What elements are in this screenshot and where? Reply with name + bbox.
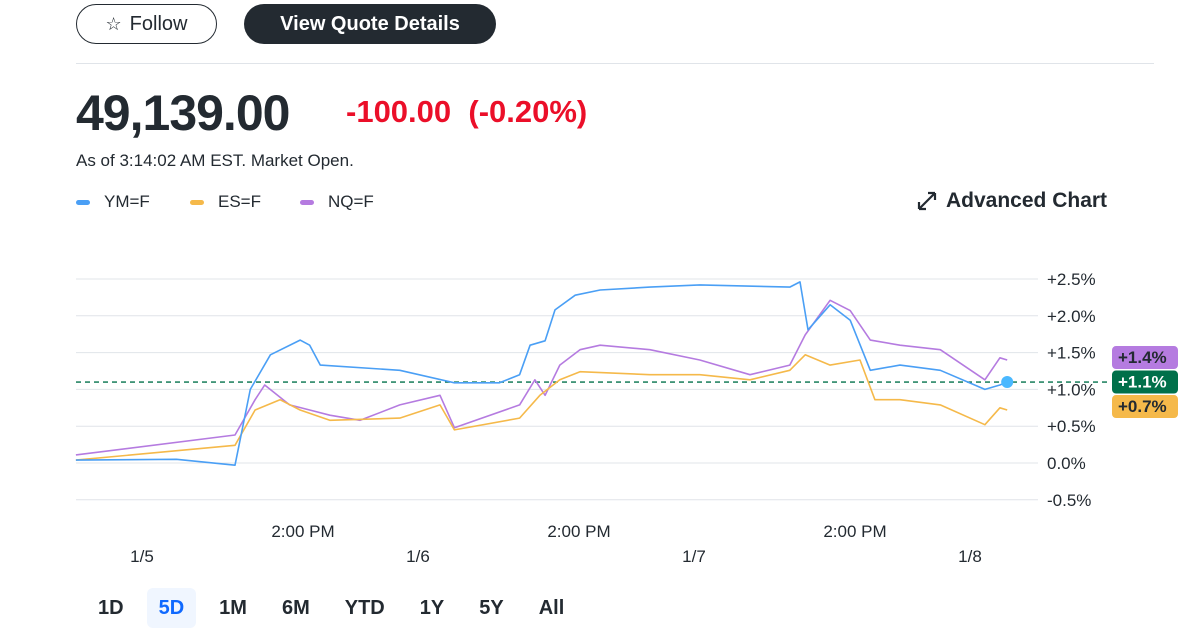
- date-tick-label: 1/7: [682, 547, 706, 566]
- y-tick-label: +1.0%: [1047, 380, 1096, 399]
- tab-5y[interactable]: 5Y: [479, 596, 504, 619]
- change-percent: (-0.20%): [468, 94, 588, 129]
- series-line-esf: [75, 354, 1008, 461]
- series-line-nqf: [75, 299, 1008, 456]
- tab-1y[interactable]: 1Y: [419, 596, 445, 619]
- legend-ym[interactable]: YM=F: [76, 192, 150, 212]
- y-tick-label: +0.5%: [1047, 417, 1096, 436]
- market-status: As of 3:14:02 AM EST. Market Open.: [76, 151, 354, 170]
- legend-swatch: [76, 199, 90, 205]
- series-line-ymf: [75, 281, 1008, 466]
- timeframe-tabs: 1D 5D 1M 6M YTD 1Y 5Y All: [86, 588, 587, 628]
- tab-ytd[interactable]: YTD: [344, 596, 385, 619]
- badge-es-label: +0.7%: [1118, 397, 1167, 416]
- follow-button[interactable]: ☆ Follow: [76, 4, 217, 44]
- tab-1d[interactable]: 1D: [98, 596, 124, 619]
- price-chart[interactable]: +2.5% +2.0% +1.5% +1.0% +0.5% 0.0% -0.5% 2:00 P…: [0, 240, 1200, 570]
- badge-ym-label: +1.1%: [1118, 373, 1167, 392]
- change-value: -100.00: [346, 94, 452, 129]
- x-tick-label: 2:00 PM: [271, 522, 334, 541]
- date-tick-label: 1/5: [130, 547, 154, 566]
- y-tick-label: -0.5%: [1047, 491, 1091, 510]
- y-tick-label: +1.5%: [1047, 344, 1096, 363]
- advanced-chart-button[interactable]: Advanced Chart: [916, 189, 1107, 213]
- y-tick-label: +2.0%: [1047, 307, 1096, 326]
- badge-nq-label: +1.4%: [1118, 348, 1167, 367]
- view-quote-details-button[interactable]: View Quote Details: [244, 4, 496, 44]
- expand-arrows-icon: [917, 191, 937, 211]
- x-tick-label: 2:00 PM: [547, 522, 610, 541]
- follow-label: Follow: [129, 12, 188, 35]
- legend-label: YM=F: [104, 192, 150, 211]
- price: 49,139.00: [76, 85, 290, 141]
- price-change: -100.00 (-0.20%): [346, 94, 587, 130]
- tab-5d[interactable]: 5D: [146, 588, 197, 628]
- divider: [76, 63, 1154, 64]
- legend-label: ES=F: [218, 192, 261, 211]
- tab-6m[interactable]: 6M: [281, 596, 310, 619]
- legend-swatch: [300, 199, 314, 205]
- legend-nq[interactable]: NQ=F: [300, 192, 374, 212]
- advanced-chart-label: Advanced Chart: [946, 189, 1108, 212]
- legend-label: NQ=F: [328, 192, 374, 211]
- x-tick-label: 2:00 PM: [823, 522, 886, 541]
- y-tick-label: 0.0%: [1047, 454, 1086, 473]
- badge-ym: [1112, 370, 1178, 394]
- date-tick-label: 1/6: [406, 547, 430, 566]
- legend-es[interactable]: ES=F: [190, 192, 261, 212]
- date-tick-label: 1/8: [958, 547, 982, 566]
- y-tick-label: +2.5%: [1047, 270, 1096, 289]
- legend-swatch: [190, 199, 204, 205]
- tab-all[interactable]: All: [538, 596, 565, 619]
- current-point-marker: [1001, 376, 1014, 389]
- badge-es: [1112, 395, 1178, 419]
- star-outline-icon: ☆: [105, 13, 122, 34]
- tab-1m[interactable]: 1M: [219, 596, 247, 619]
- badge-nq: [1112, 346, 1178, 370]
